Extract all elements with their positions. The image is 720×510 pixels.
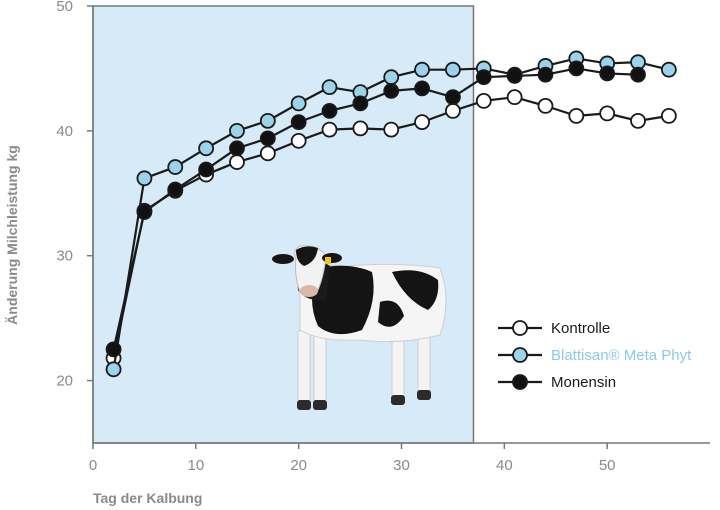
cow-ear [272, 254, 294, 264]
data-point [414, 61, 430, 78]
data-point [259, 145, 276, 162]
legend: Kontrolle Blattisan® Meta Phyt Monensin [498, 320, 692, 391]
data-point [475, 69, 492, 86]
data-point [290, 132, 307, 149]
data-point [445, 102, 461, 119]
data-point [537, 66, 554, 83]
x-tick-label: 40 [496, 457, 513, 474]
data-point [445, 61, 461, 78]
cow-hoof [391, 395, 405, 405]
data-point [105, 341, 122, 358]
y-tick-label: 50 [56, 0, 73, 15]
legend-label: Monensin [551, 374, 616, 391]
data-point [352, 95, 369, 112]
data-point [414, 80, 430, 97]
data-point [229, 154, 245, 170]
x-tick-label: 0 [89, 457, 97, 474]
data-point [383, 121, 400, 138]
data-point [290, 95, 307, 112]
x-tick-label: 50 [599, 457, 616, 474]
data-point [136, 170, 153, 187]
data-point [198, 161, 215, 178]
data-point [105, 361, 122, 378]
cow-muzzle [300, 285, 318, 297]
data-point [568, 107, 585, 124]
legend-marker [512, 320, 528, 336]
cow-eartag [325, 257, 331, 264]
data-point [167, 181, 184, 198]
data-point [630, 112, 646, 129]
x-tick-label: 20 [290, 457, 307, 474]
cow-hoof [297, 400, 311, 410]
data-point [599, 105, 616, 122]
series-layer [105, 50, 677, 378]
x-tick-label: 30 [393, 457, 410, 474]
data-point [259, 112, 276, 129]
cow-spot [378, 300, 404, 327]
data-point [568, 60, 585, 77]
data-point [198, 140, 215, 157]
data-point [321, 121, 338, 138]
data-point [321, 102, 338, 119]
data-point [383, 83, 400, 99]
data-point [229, 122, 245, 139]
cow-leg [313, 329, 327, 409]
data-point [445, 89, 461, 106]
legend-label: Blattisan® Meta Phyt [551, 347, 692, 364]
x-axis-label: Tag der Kalbung [93, 490, 202, 506]
data-point [136, 204, 153, 220]
data-point [630, 66, 646, 83]
cow-head-patch [296, 246, 318, 266]
data-point [414, 114, 430, 131]
data-point [537, 97, 554, 114]
legend-marker [512, 374, 528, 390]
data-point [290, 114, 307, 131]
cow-spot [392, 270, 439, 310]
data-point [383, 69, 400, 86]
data-point [660, 61, 677, 78]
y-axis-label: Änderung Milchleistung kg [4, 145, 20, 325]
cow-hoof [417, 390, 431, 400]
data-point [475, 92, 492, 109]
data-point [506, 68, 523, 84]
data-point [321, 79, 338, 96]
cow-leg [297, 329, 311, 409]
legend-label: Kontrolle [551, 320, 610, 337]
data-point [229, 140, 245, 157]
x-tick-label: 10 [187, 457, 204, 474]
data-point [167, 159, 184, 175]
y-tick-label: 40 [56, 123, 73, 140]
legend-marker [512, 347, 528, 363]
y-tick-label: 20 [56, 373, 73, 390]
shaded-region [92, 5, 475, 444]
data-point [352, 120, 369, 137]
data-point [660, 107, 677, 124]
holstein-cow-icon [272, 245, 447, 410]
data-point [599, 65, 616, 82]
axes: 20 30 40 50 0 10 20 30 40 50 [56, 0, 710, 474]
cow-hoof [313, 400, 327, 410]
y-tick-label: 30 [56, 248, 73, 265]
data-point [259, 130, 276, 147]
data-point [506, 89, 523, 106]
series-3 [105, 60, 646, 358]
